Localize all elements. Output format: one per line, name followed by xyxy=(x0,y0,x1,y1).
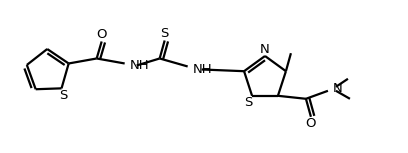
Text: NH: NH xyxy=(193,63,212,76)
Text: O: O xyxy=(96,28,107,41)
Text: O: O xyxy=(306,117,316,130)
Text: S: S xyxy=(59,89,68,102)
Text: S: S xyxy=(244,96,252,109)
Text: N: N xyxy=(260,43,270,56)
Text: S: S xyxy=(160,27,169,40)
Text: NH: NH xyxy=(130,59,149,72)
Text: N: N xyxy=(333,82,343,95)
